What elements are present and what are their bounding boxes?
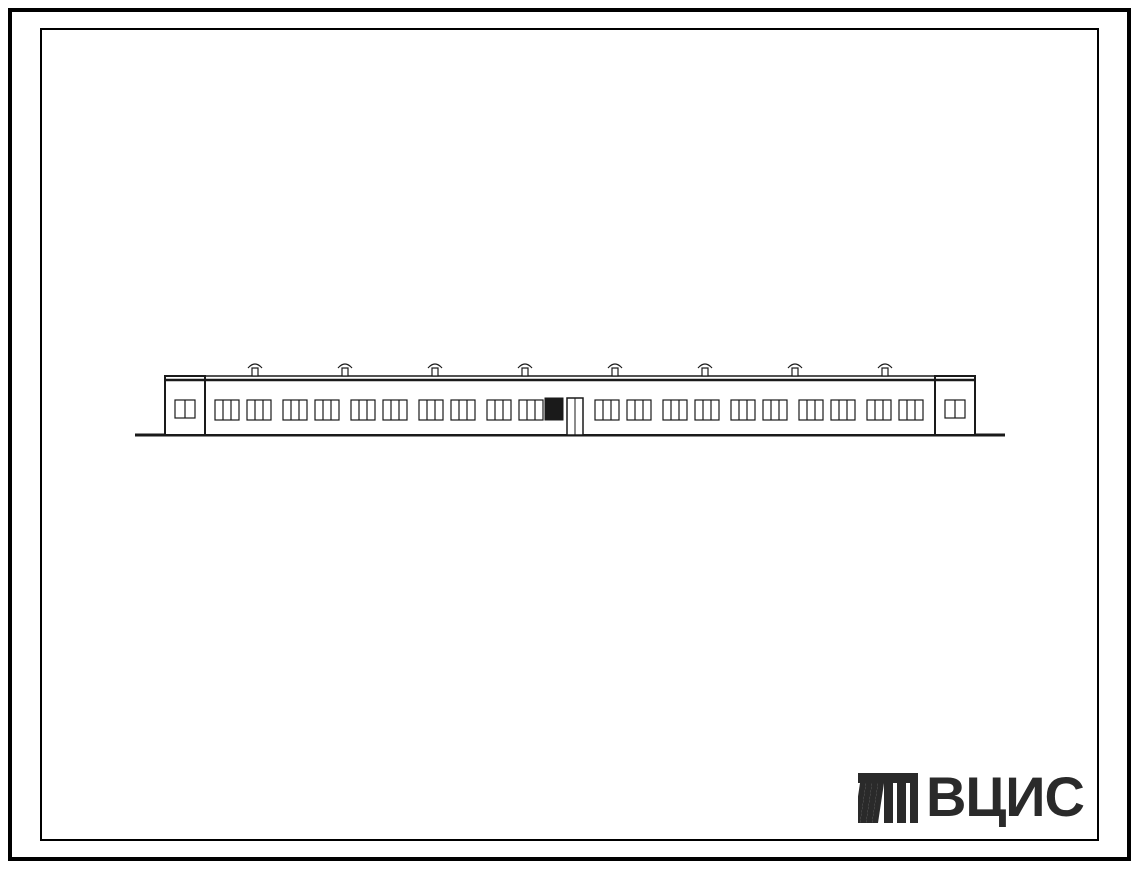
logo-column-icon xyxy=(858,769,918,825)
building-elevation-drawing xyxy=(135,340,1005,460)
logo-text: ВЦИС xyxy=(926,764,1084,829)
logo: ВЦИС xyxy=(858,764,1084,829)
